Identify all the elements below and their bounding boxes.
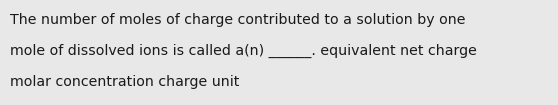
Text: mole of dissolved ions is called a(n) ______. equivalent net charge: mole of dissolved ions is called a(n) __… [10,44,477,58]
Text: The number of moles of charge contributed to a solution by one: The number of moles of charge contribute… [10,13,465,27]
Text: molar concentration charge unit: molar concentration charge unit [10,75,239,89]
